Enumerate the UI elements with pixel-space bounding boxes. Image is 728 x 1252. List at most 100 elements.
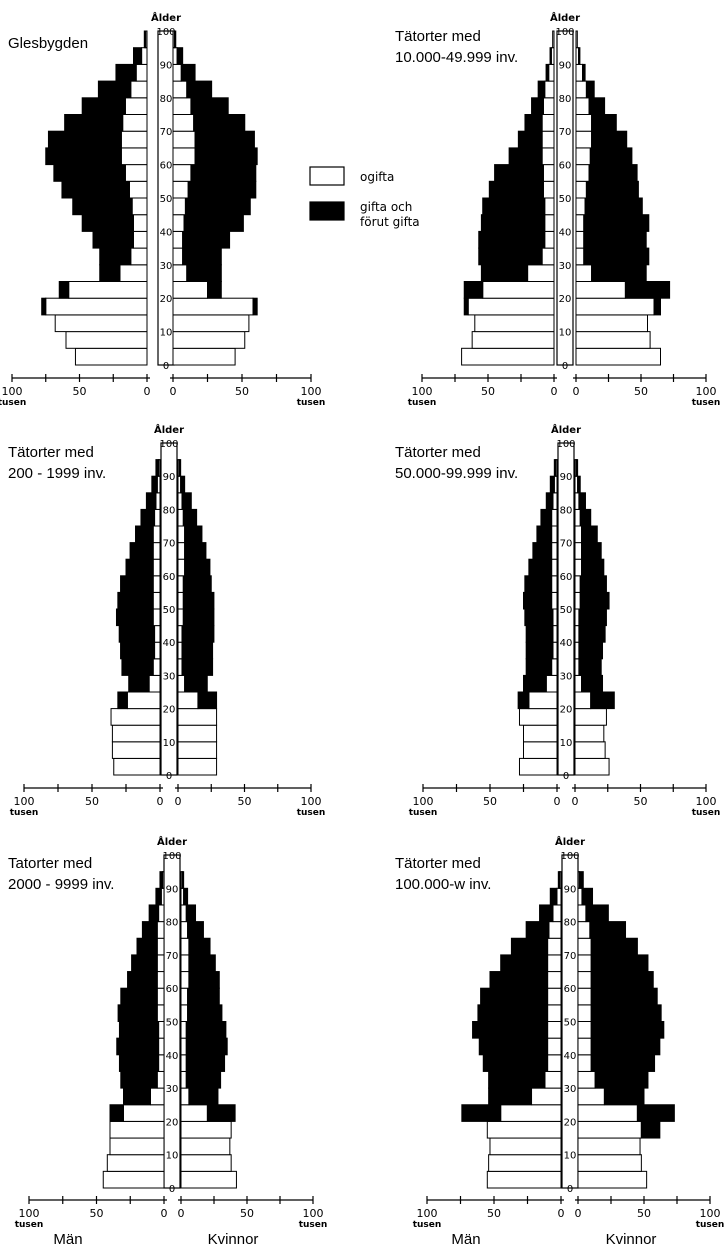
age-tick-label: 40 [559,227,572,238]
age-tick-label: 50 [160,194,173,205]
bar-men-gifta [478,1037,549,1056]
bar-men-ogifta [482,281,555,299]
bar-men-gifta [557,871,561,889]
bar-men-gifta [125,558,154,577]
men-label: Män [53,1231,82,1248]
panel-title-line: Tätorter med [395,444,481,461]
bar-men-gifta [477,1004,549,1022]
panel-title-line: 10.000-49.999 inv. [395,49,518,66]
bar-men-ogifta [551,542,558,560]
bar-women-gifta [583,247,650,266]
bar-men-gifta [528,558,553,577]
panel-title-line: Glesbygden [8,35,88,52]
bar-women-gifta [581,525,598,544]
bar-men-ogifta [547,1021,562,1039]
age-tick-label: 80 [160,94,173,105]
x-tick-label: 0 [175,795,182,808]
bar-women-ogifta [574,591,581,610]
bar-women-gifta [185,904,197,923]
bar-women-ogifta [577,1070,596,1089]
bar-women-gifta [183,887,189,906]
bar-women-ogifta [180,1021,187,1039]
bar-men-gifta [81,97,126,116]
bar-men-gifta [61,180,130,199]
bar-men-ogifta [106,1154,165,1172]
bar-men-ogifta [523,724,558,743]
bar-men-gifta [523,674,547,693]
bar-men-gifta [120,1070,158,1089]
bar-women-ogifta [172,297,254,316]
bar-men-gifta [118,1054,160,1072]
bar-women-ogifta [180,1154,232,1172]
age-axis-label: Ålder [151,11,181,24]
bar-men-gifta [118,1021,160,1039]
bar-men-gifta [525,625,554,643]
bar-women-ogifta [177,625,183,643]
bar-women-gifta [181,641,214,660]
age-tick-label: 10 [564,1151,577,1162]
bar-women-ogifta [177,658,183,676]
bar-women-ogifta [177,741,218,759]
age-tick-label: 30 [163,671,176,682]
bar-men-gifta [64,114,124,132]
x-tick-label: 50 [637,1207,651,1220]
bar-men-gifta [155,887,162,906]
age-tick-label: 90 [560,472,573,483]
x-unit-label: tusen [409,808,438,818]
bar-women-gifta [181,658,214,676]
age-tick-label: 90 [166,884,179,895]
bar-men-gifta [151,475,158,494]
bar-men-ogifta [74,347,148,366]
age-tick-label: 60 [559,161,572,172]
bar-women-gifta [591,130,628,149]
bar-men-ogifta [547,1037,562,1056]
bar-men-gifta [117,591,154,610]
bar-women-gifta [178,459,182,477]
bar-women-gifta [190,164,257,182]
bar-men-ogifta [152,591,161,610]
bar-men-gifta [540,508,553,527]
bar-men-ogifta [486,1170,562,1189]
bar-men-gifta [117,691,128,710]
bar-women-gifta [579,508,592,527]
x-unit-label: tusen [692,398,721,408]
bar-men-gifta [155,459,160,477]
bar-men-gifta [121,658,154,676]
bar-men-ogifta [126,691,161,710]
bar-women-ogifta [577,887,583,906]
bar-men-ogifta [551,658,558,676]
bar-men-ogifta [551,525,558,544]
x-tick-label: 50 [235,385,249,398]
legend-swatch-ogifta [309,166,345,186]
bar-women-gifta [575,459,579,477]
age-tick-label: 100 [556,439,575,450]
bar-women-gifta [193,114,246,132]
bar-men-gifta [488,180,544,199]
age-tick-label: 100 [159,439,178,450]
bar-men-gifta [463,297,469,316]
x-tick-label: 100 [19,1207,40,1220]
bar-men-ogifta [111,724,161,743]
bar-women-gifta [588,164,638,182]
bar-men-ogifta [552,608,558,627]
bar-women-gifta [590,987,658,1006]
bar-women-ogifta [574,558,583,577]
x-tick-label: 100 [301,385,322,398]
bar-men-ogifta [130,80,148,99]
bar-women-ogifta [577,937,592,956]
age-tick-label: 50 [559,194,572,205]
age-tick-label: 0 [163,361,169,372]
bar-men-gifta [461,1104,502,1122]
age-tick-label: 0 [169,1184,175,1195]
bar-men-ogifta [552,30,555,49]
bar-men-ogifta [158,1037,165,1056]
bar-men-ogifta [547,971,562,989]
x-tick-label: 50 [85,795,99,808]
bar-men-ogifta [528,691,558,710]
bar-men-ogifta [154,641,161,660]
bar-men-ogifta [152,575,161,593]
bar-men-ogifta [471,331,555,349]
bar-women-gifta [185,1037,228,1056]
x-tick-label: 100 [412,385,433,398]
bar-men-gifta [525,641,554,660]
